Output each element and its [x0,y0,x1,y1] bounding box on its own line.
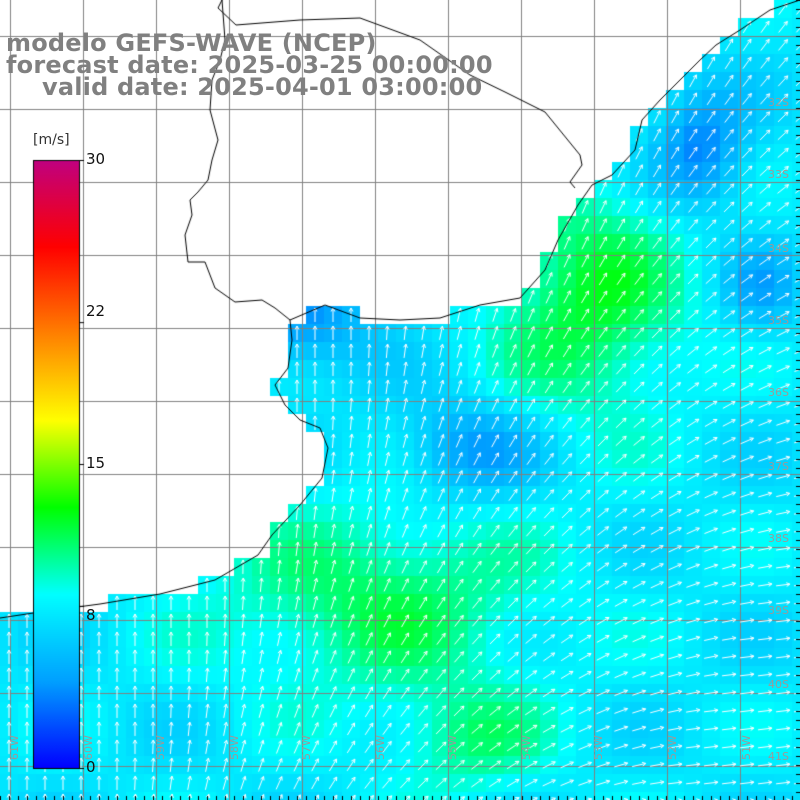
lat-label: 37S [768,460,789,473]
lat-label: 36S [768,386,789,399]
colorbar-tick-15: 15 [86,454,106,472]
colorbar-tick-30: 30 [86,150,106,168]
valid-date: valid date: 2025-04-01 03:00:00 [42,73,483,101]
lat-label: 38S [768,532,789,545]
lon-label: 57W [300,735,313,760]
colorbar-tick-0: 0 [86,758,96,776]
lat-label: 35S [768,314,789,327]
lon-label: 52W [666,735,679,760]
lon-label: 58W [228,735,241,760]
lon-label: 56W [374,735,387,760]
lat-label: 39S [768,604,789,617]
lon-label: 61W [8,735,21,760]
lon-label: 51W [740,735,753,760]
lon-label: 60W [82,735,95,760]
colorbar-tick-22: 22 [86,302,106,320]
forecast-date: forecast date: 2025-03-25 00:00:00 [6,51,493,79]
lon-label: 59W [154,735,167,760]
lon-label: 54W [520,735,533,760]
colorbar-units: [m/s] [33,132,70,148]
lat-label: 33S [768,168,789,181]
lat-label: 32S [768,96,789,109]
colorbar-tick-8: 8 [86,606,96,624]
lon-label: 55W [446,735,459,760]
lat-label: 41S [768,750,789,763]
lon-label: 53W [592,735,605,760]
lat-label: 40S [768,678,789,691]
model-title: modelo GEFS-WAVE (NCEP) [6,29,377,57]
lat-label: 34S [768,242,789,255]
